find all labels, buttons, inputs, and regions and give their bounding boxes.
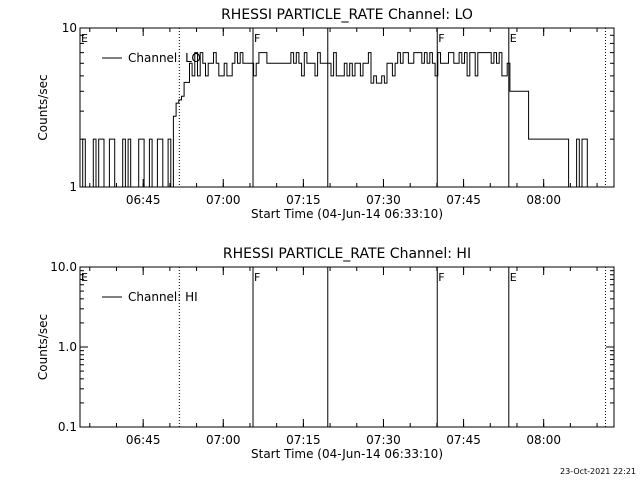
y-tick-label: 10 bbox=[62, 21, 77, 35]
x-axis-label: Start Time (04-Jun-14 06:33:10) bbox=[251, 447, 443, 461]
y-tick-label: 1.0 bbox=[58, 340, 77, 354]
flag-label: E bbox=[510, 32, 517, 45]
chart-panel-hi: RHESSI PARTICLE_RATE Channel: HI 06:45 07:… bbox=[36, 246, 615, 461]
plot-frame bbox=[79, 27, 615, 188]
footer-timestamp: 23-Oct-2021 22:21 bbox=[560, 467, 636, 476]
series-line bbox=[80, 52, 601, 188]
y-axis-label: Counts/sec bbox=[36, 74, 50, 140]
x-tick-label: 08:00 bbox=[526, 433, 561, 447]
y-axis-label: Counts/sec bbox=[36, 314, 50, 380]
x-tick-label: 06:45 bbox=[126, 193, 161, 207]
x-tick-label: 07:30 bbox=[366, 433, 401, 447]
x-tick-label: 06:45 bbox=[126, 433, 161, 447]
chart-title: RHESSI PARTICLE_RATE Channel: LO bbox=[221, 7, 473, 23]
flag-label: F bbox=[438, 271, 444, 284]
legend-label: Channel: LO bbox=[128, 51, 201, 65]
y-tick-label: 1 bbox=[69, 180, 77, 194]
flag-label: E bbox=[81, 32, 88, 45]
flag-label: F bbox=[254, 271, 260, 284]
flag-label: F bbox=[438, 32, 444, 45]
x-tick-label: 07:30 bbox=[366, 193, 401, 207]
flag-label: E bbox=[510, 271, 517, 284]
x-tick-label: 07:15 bbox=[286, 193, 321, 207]
x-tick-label: 08:00 bbox=[526, 193, 561, 207]
y-tick-label: 0.1 bbox=[58, 420, 77, 434]
x-tick-label: 07:15 bbox=[286, 433, 321, 447]
legend-label: Channel: HI bbox=[128, 290, 198, 304]
x-tick-label: 07:00 bbox=[206, 193, 241, 207]
chart-title: RHESSI PARTICLE_RATE Channel: HI bbox=[223, 246, 471, 262]
x-axis-label: Start Time (04-Jun-14 06:33:10) bbox=[251, 207, 443, 221]
y-tick-label: 10.0 bbox=[50, 260, 77, 274]
chart-panel-lo: RHESSI PARTICLE_RATE Channel: LO 06:45 07:… bbox=[36, 7, 615, 221]
x-tick-label: 07:45 bbox=[446, 433, 481, 447]
x-tick-label: 07:00 bbox=[206, 433, 241, 447]
x-tick-label: 07:45 bbox=[446, 193, 481, 207]
flag-label: E bbox=[81, 271, 88, 284]
flag-label: F bbox=[254, 32, 260, 45]
